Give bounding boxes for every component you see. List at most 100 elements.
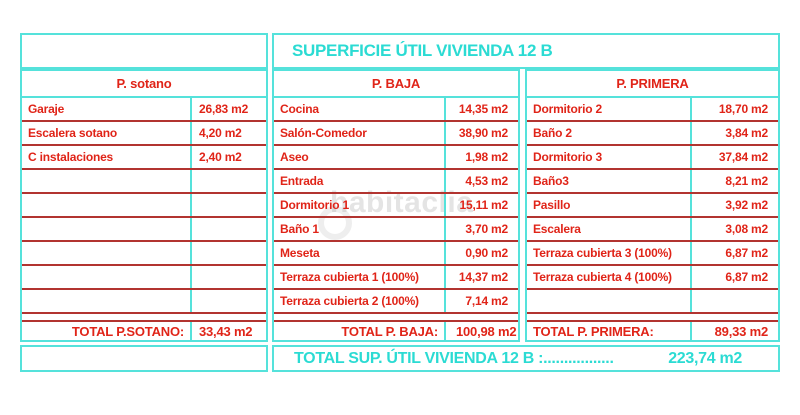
row-label	[22, 266, 192, 288]
table-row: Garaje 26,83 m2	[22, 98, 266, 120]
panel-sotano: P. sotano Garaje 26,83 m2 Escalera sotano 4…	[20, 69, 268, 342]
row-value: 37,84 m2	[718, 150, 768, 164]
row-label: Cocina	[274, 98, 446, 120]
table-row	[22, 216, 266, 240]
panel-primera: P. PRIMERA Dormitorio 2 18,70 m2 Baño 2 3,8…	[525, 69, 780, 342]
total-row-primera: TOTAL P. PRIMERA: 89,33 m2	[527, 322, 778, 340]
row-value: 3,92 m2	[725, 198, 768, 212]
total-value: 89,33 m2	[714, 323, 769, 339]
table-row: Terraza cubierta 2 (100%) 7,14 m2	[274, 288, 518, 312]
table-row: Salón-Comedor 38,90 m2	[274, 120, 518, 144]
row-label: Meseta	[274, 242, 446, 264]
row-value	[192, 266, 266, 288]
row-label	[22, 194, 192, 216]
table-row: Baño 1 3,70 m2	[274, 216, 518, 240]
panel-rows-sotano: Garaje 26,83 m2 Escalera sotano 4,20 m2 C in…	[22, 98, 266, 312]
row-value: 7,14 m2	[465, 294, 508, 308]
row-value: 26,83 m2	[199, 102, 249, 116]
row-label: Baño 2	[527, 122, 692, 144]
panel-header-primera: P. PRIMERA	[527, 71, 778, 98]
page-title: SUPERFICIE ÚTIL VIVIENDA 12 B	[272, 33, 780, 69]
table-row: Meseta 0,90 m2	[274, 240, 518, 264]
row-value	[192, 242, 266, 264]
total-value: 33,43 m2	[199, 323, 253, 339]
table-row: Cocina 14,35 m2	[274, 98, 518, 120]
row-label	[22, 170, 192, 192]
row-label: Salón-Comedor	[274, 122, 446, 144]
title-row-empty-cell	[20, 33, 268, 69]
row-label	[22, 290, 192, 312]
table-row	[22, 168, 266, 192]
panel-header-sotano: P. sotano	[22, 71, 266, 98]
row-label: Terraza cubierta 4 (100%)	[527, 266, 692, 288]
double-separator	[527, 312, 778, 322]
total-label: TOTAL P.SOTANO:	[22, 322, 192, 340]
row-label: Aseo	[274, 146, 446, 168]
row-label: Baño3	[527, 170, 692, 192]
table-row: Dormitorio 3 37,84 m2	[527, 144, 778, 168]
panel-header-baja: P. BAJA	[274, 71, 518, 98]
panel-rows-primera: Dormitorio 2 18,70 m2 Baño 2 3,84 m2 Dormito…	[527, 98, 778, 312]
panel-rows-baja: Cocina 14,35 m2 Salón-Comedor 38,90 m2 Aseo 1…	[274, 98, 518, 312]
row-value: 38,90 m2	[458, 126, 508, 140]
total-row-sotano: TOTAL P.SOTANO: 33,43 m2	[22, 322, 266, 340]
table-row: Terraza cubierta 4 (100%) 6,87 m2	[527, 264, 778, 288]
row-label: Terraza cubierta 3 (100%)	[527, 242, 692, 264]
total-row-baja: TOTAL P. BAJA: 100,98 m2	[274, 322, 518, 340]
row-value: 18,70 m2	[718, 102, 768, 116]
row-value	[192, 218, 266, 240]
row-value: 1,98 m2	[465, 150, 508, 164]
panel-baja: P. BAJA Cocina 14,35 m2 Salón-Comedor 38,90…	[272, 69, 520, 342]
row-label: Dormitorio 3	[527, 146, 692, 168]
table-row: Terraza cubierta 1 (100%) 14,37 m2	[274, 264, 518, 288]
double-separator	[274, 312, 518, 322]
table-row: Dormitorio 2 18,70 m2	[527, 98, 778, 120]
table-row: Baño 2 3,84 m2	[527, 120, 778, 144]
table-row: Dormitorio 1 15,11 m2	[274, 192, 518, 216]
total-value: 100,98 m2	[456, 323, 517, 339]
watermark: habitaclia	[330, 186, 474, 219]
table-row	[22, 240, 266, 264]
table-row	[22, 264, 266, 288]
row-label: Baño 1	[274, 218, 446, 240]
table-row	[22, 288, 266, 312]
table-row: Pasillo 3,92 m2	[527, 192, 778, 216]
table-row: Escalera 3,08 m2	[527, 216, 778, 240]
total-label: TOTAL P. BAJA:	[274, 322, 446, 340]
grand-total-empty-cell	[20, 345, 268, 372]
row-label: Escalera sotano	[22, 122, 192, 144]
row-label: Entrada	[274, 170, 446, 192]
table-row	[527, 288, 778, 312]
row-value	[192, 170, 266, 192]
table-row: Entrada 4,53 m2	[274, 168, 518, 192]
row-label	[22, 242, 192, 264]
row-value: 3,70 m2	[465, 222, 508, 236]
table-row: C instalaciones 2,40 m2	[22, 144, 266, 168]
row-label: Terraza cubierta 2 (100%)	[274, 290, 446, 312]
row-label: Terraza cubierta 1 (100%)	[274, 266, 446, 288]
row-label: C instalaciones	[22, 146, 192, 168]
row-value: 2,40 m2	[199, 150, 242, 164]
watermark-logo-swirl	[318, 206, 352, 240]
row-label: Escalera	[527, 218, 692, 240]
row-label: Dormitorio 2	[527, 98, 692, 120]
grand-total-value: 223,74 m2	[668, 349, 742, 367]
total-label: TOTAL P. PRIMERA:	[527, 322, 692, 340]
grand-total-label: TOTAL SUP. ÚTIL VIVIENDA 12 B :.........…	[294, 349, 614, 367]
row-label	[527, 290, 692, 312]
row-label: Garaje	[22, 98, 192, 120]
row-label	[22, 218, 192, 240]
row-label: Dormitorio 1	[274, 194, 446, 216]
row-value: 3,84 m2	[725, 126, 768, 140]
row-value: 6,87 m2	[725, 270, 768, 284]
row-value: 15,11 m2	[459, 198, 509, 212]
row-value: 6,87 m2	[725, 246, 768, 260]
row-label: Pasillo	[527, 194, 692, 216]
row-value	[192, 290, 266, 312]
row-value: 8,21 m2	[725, 174, 768, 188]
row-value	[192, 194, 266, 216]
table-row: Terraza cubierta 3 (100%) 6,87 m2	[527, 240, 778, 264]
table-row	[22, 192, 266, 216]
table-row: Baño3 8,21 m2	[527, 168, 778, 192]
